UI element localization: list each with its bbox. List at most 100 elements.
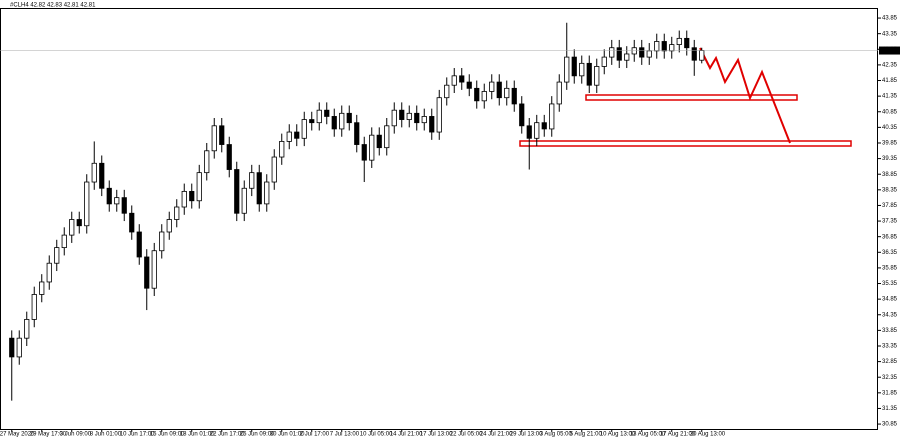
x-tick-label: 10 Jun 17:00 [120,432,155,437]
candle-body [429,116,435,133]
y-tick-label: 40.35 [882,125,898,131]
y-tick-label: 34.85 [882,297,898,303]
x-tick-label: 29 May 17:00 [30,432,67,437]
resistance-box [585,94,798,101]
x-tick-label: 5 Aug 21:00 [570,432,603,437]
candle-body [249,172,255,189]
y-tick-label: 43.35 [882,31,898,37]
candle-body [69,219,75,236]
candle-body [316,109,322,124]
candle-body [204,150,210,174]
y-tick-label: 32.85 [882,359,898,365]
candle-body [234,169,240,214]
candle-body [121,197,127,214]
candle-body [609,47,615,58]
candle-body [391,109,397,127]
candle-body [481,91,487,102]
x-tick-label: 20 Aug 13:00 [690,432,726,437]
candle-body [601,56,607,67]
y-tick-label: 32.35 [882,375,898,381]
candle-body [331,116,337,130]
candle-body [421,116,427,124]
y-tick-label: 33.85 [882,328,898,334]
x-tick-label: 2 Jul 17:00 [300,432,330,437]
x-tick-label: 17 Aug 21:00 [660,432,696,437]
candle-body [256,172,262,205]
x-tick-label: 25 Jun 09:00 [240,432,275,437]
candle-body [54,247,60,264]
candle-body [669,44,675,52]
candle-body [624,53,630,61]
candle-body [226,144,232,170]
candle-body [676,37,682,46]
candle-body [294,131,300,139]
candle-body [436,97,442,133]
candle-body [174,206,180,220]
candle-body [489,81,495,92]
candle-body [556,81,562,105]
candle-body [496,81,502,99]
candle-body [519,103,525,127]
candle-body [84,181,90,227]
candle-body [699,50,705,61]
candle-body [9,337,15,358]
x-tick-label: 3 Aug 05:00 [540,432,573,437]
support-box [519,140,852,147]
x-tick-label: 30 Jun 01:00 [270,432,305,437]
candle-body [406,112,412,120]
y-tick-label: 38.85 [882,172,898,178]
y-tick-label: 41.85 [882,78,898,84]
x-tick-label: 18 Jun 01:00 [180,432,215,437]
candle-body [579,62,585,77]
candle-body [286,131,292,142]
y-tick-label: 36.85 [882,234,898,240]
candle-body [279,141,285,158]
candle-body [301,119,307,139]
x-tick-label: 10 Aug 13:00 [600,432,636,437]
candle-body [76,219,82,227]
projection-path [699,47,791,144]
candle-body [159,231,165,252]
x-tick-label: 14 Jul 21:00 [390,432,423,437]
x-tick-label: 29 Jul 13:00 [510,432,543,437]
x-tick-label: 17 Jul 13:00 [420,432,453,437]
x-tick-label: 7 Jul 13:00 [330,432,360,437]
candle-body [459,75,465,83]
candle-body [691,47,697,61]
candle-body [639,47,645,58]
candle-body [166,219,172,233]
candle-body [129,212,135,233]
candle-body [31,294,37,320]
candle-body [219,125,225,145]
y-tick-label: 37.35 [882,219,898,225]
candle-body [39,281,45,295]
candle-body [571,56,577,77]
candle-body [376,134,382,149]
candle-body [181,190,187,208]
y-tick-label: 31.35 [882,406,898,412]
candle-body [654,41,660,52]
candle-body [61,234,67,249]
y-tick-label: 35.35 [882,281,898,287]
candle-body [526,125,532,139]
y-tick-label: 39.35 [882,156,898,162]
candle-body [534,122,540,139]
candle-body [151,250,157,289]
candle-body [369,134,375,161]
candle-body [189,190,195,202]
candle-body [339,112,345,130]
x-tick-label: 8 Jun 01:00 [90,432,122,437]
candle-body [586,62,592,86]
candle-body [196,172,202,202]
x-tick-label: 15 Jun 09:00 [150,432,185,437]
last-price-label: 42.81 [881,48,897,54]
candle-body [504,87,510,99]
y-tick-label: 30.85 [882,422,898,428]
y-tick-label: 37.85 [882,203,898,209]
candle-body [114,197,120,205]
y-tick-label: 40.85 [882,109,898,115]
candle-body [24,319,30,339]
candle-body [324,109,330,117]
y-tick-label: 35.85 [882,265,898,271]
